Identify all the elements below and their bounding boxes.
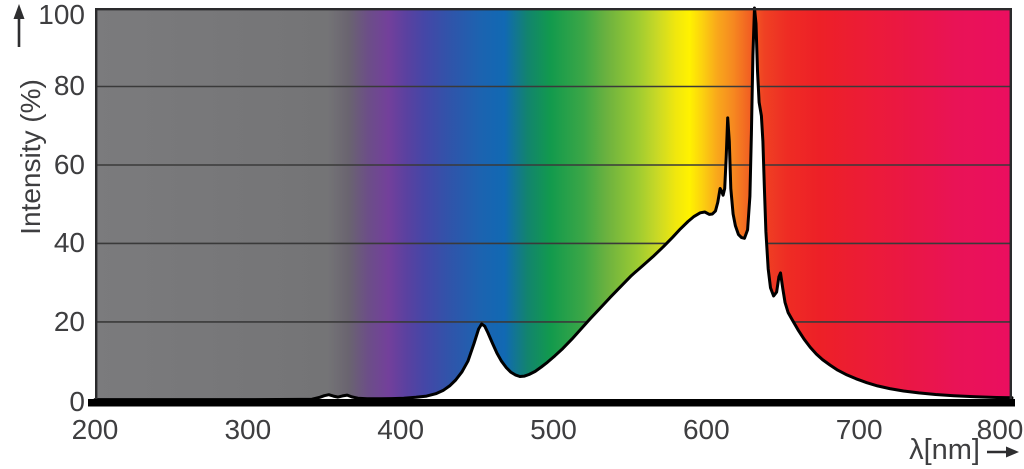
x-tick-label-500: 500 [530,414,577,445]
y-tick-label-20: 20 [53,305,85,337]
spectrum-gradient-area [95,8,1012,401]
y-tick-label-40: 40 [53,227,85,259]
y-tick-label-80: 80 [53,70,85,102]
under-curve-white-area [95,8,1012,405]
x-tick-label-300: 300 [224,414,272,445]
x-axis-line [88,399,1015,407]
gridlines [95,85,1012,323]
x-tick-label-200: 200 [71,414,119,445]
y-tick-label-100: 100 [38,0,85,30]
x-axis-title: λ[nm] [909,434,980,466]
y-tick-label-60: 60 [53,148,85,180]
under-curve-fill [95,8,1012,405]
x-tick-label-600: 600 [682,414,730,445]
x-tick-label-800: 800 [976,414,1024,445]
y-tick-label-0: 0 [69,386,85,417]
x-tick-label-400: 400 [377,414,425,445]
y-axis-arrow-icon [13,4,25,47]
curve-line [93,6,1014,402]
y-axis-title: Intensity (%) [15,79,46,235]
x-tick-label-700: 700 [835,414,883,445]
intensity-curve [93,6,1014,402]
spectrum-rect [95,8,1012,401]
x-axis-arrow-icon [987,446,1019,458]
plot-border [88,7,1015,407]
